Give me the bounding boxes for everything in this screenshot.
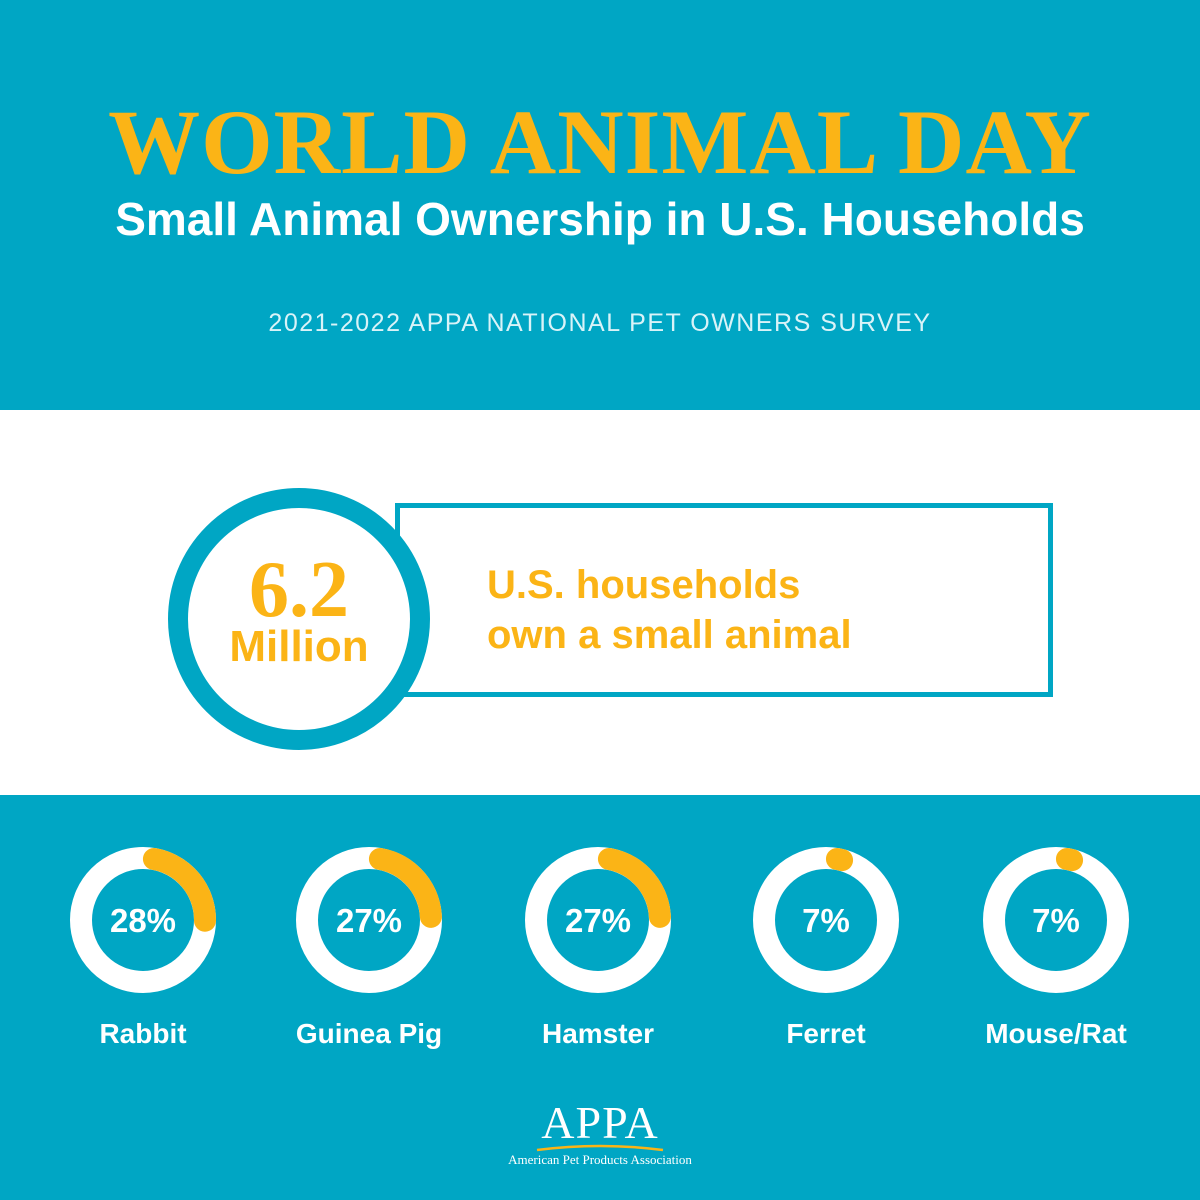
highlight-description: U.S. households own a small animal [487,560,1027,660]
donut-rabbit: 28% Rabbit [70,847,216,1049]
highlight-number: 6.2 [249,546,349,634]
donut-guinea-pig: 27% Guinea Pig [296,847,442,1049]
donut-value-arc [296,847,442,993]
highlight-unit: Million [229,622,369,671]
donut-value-arc [983,847,1129,993]
donut-value-label: 7% [802,902,850,939]
page-title: WORLD ANIMAL DAY [108,91,1092,193]
donut-value-label: 27% [336,902,402,939]
logo-swoosh-icon [536,1144,664,1152]
donut-chart-row: 28% Rabbit 27% Guinea Pig 27% Hamster 7% Ferret… [70,847,1129,1049]
donut-value-label: 28% [110,902,176,939]
donut-value-label: 27% [565,902,631,939]
highlight-description-line2: own a small animal [487,613,852,657]
donut-category-label: Rabbit [99,1018,186,1049]
donut-mouse-rat: 7% Mouse/Rat [983,847,1129,1049]
donut-category-label: Hamster [542,1018,654,1049]
logo-tagline: American Pet Products Association [508,1152,692,1167]
donut-value-arc [525,847,671,993]
source-caption: 2021-2022 APPA NATIONAL PET OWNERS SURVE… [268,309,932,337]
page-subtitle: Small Animal Ownership in U.S. Household… [115,193,1085,245]
donut-value-arc [70,847,216,993]
donut-category-label: Ferret [786,1018,865,1049]
appa-logo: APPA American Pet Products Association [500,1100,700,1180]
donut-value-label: 7% [1032,902,1080,939]
highlight-description-line1: U.S. households [487,563,801,607]
donut-hamster: 27% Hamster [525,847,671,1049]
donut-category-label: Mouse/Rat [985,1018,1127,1049]
donut-category-label: Guinea Pig [296,1018,442,1049]
header-band [0,0,1200,410]
donut-ferret: 7% Ferret [753,847,899,1049]
donut-value-arc [753,847,899,993]
logo-wordmark: APPA [541,1097,659,1148]
